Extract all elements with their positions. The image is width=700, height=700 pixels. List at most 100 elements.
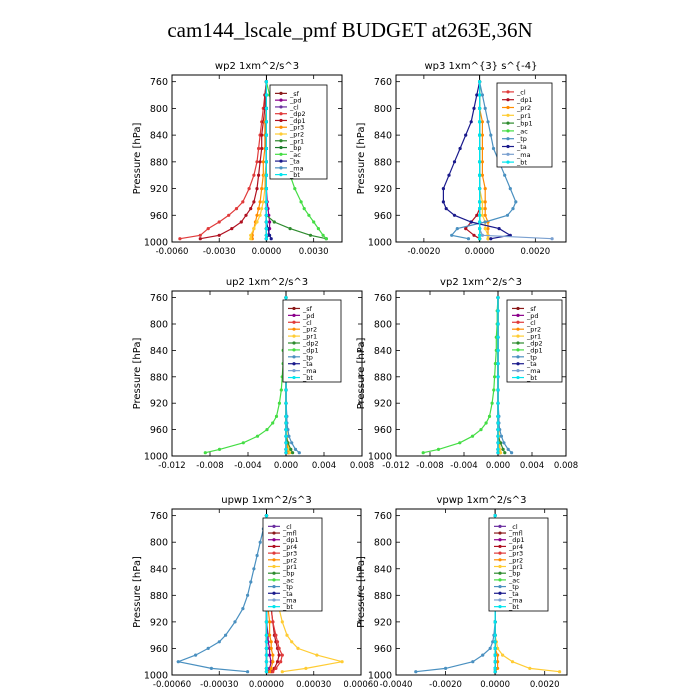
data-point [255, 434, 260, 438]
data-point [284, 447, 288, 451]
legend-label: _cl [508, 523, 518, 531]
data-point [489, 133, 493, 137]
data-point [244, 213, 248, 217]
y-tick-label: 880 [150, 591, 168, 602]
data-point [239, 220, 243, 224]
legend-marker [498, 544, 502, 549]
data-point [490, 401, 494, 405]
data-point [480, 93, 484, 97]
legend-marker [272, 551, 276, 555]
legend-marker [292, 327, 296, 331]
data-point [255, 220, 259, 224]
data-point [268, 233, 272, 237]
y-tick-label: 920 [374, 399, 392, 410]
data-point [206, 227, 210, 231]
legend-marker [292, 341, 296, 345]
y-tick-label: 760 [150, 511, 168, 522]
data-point [480, 146, 484, 151]
data-point [483, 187, 487, 191]
x-tick-label: -0.008 [416, 461, 443, 471]
data-point [444, 666, 448, 671]
y-tick-label: 880 [374, 372, 392, 383]
data-point [271, 421, 275, 425]
y-tick-label: 920 [374, 617, 392, 628]
series-line [442, 81, 512, 240]
legend-label: _bt [508, 603, 519, 611]
data-point [209, 666, 213, 671]
legend-label: _bt [302, 374, 313, 382]
data-point [284, 441, 288, 445]
data-point [496, 666, 500, 671]
data-point [491, 146, 496, 151]
legend-label: _dp1 [508, 536, 525, 544]
x-tick-label: -0.0060 [156, 247, 189, 257]
legend-marker [272, 605, 276, 609]
data-point [289, 447, 293, 451]
legend-label: _pr3 [282, 550, 297, 558]
series-bt [478, 80, 482, 241]
y-tick-label: 960 [374, 425, 392, 436]
data-point [486, 120, 490, 124]
data-point [478, 207, 482, 211]
data-point [176, 660, 180, 664]
legend-marker [272, 598, 276, 602]
data-point [478, 187, 482, 191]
legend-label: _cl [516, 88, 526, 96]
data-point [279, 388, 283, 392]
data-point [486, 237, 490, 241]
y-axis-label: Pressure [hPa] [356, 338, 367, 410]
legend-label: _dp1 [282, 536, 299, 544]
legend-marker [272, 564, 276, 569]
legend-marker [516, 334, 520, 338]
legend-marker [292, 313, 296, 317]
legend-label: _ma [289, 164, 304, 172]
legend-marker [498, 591, 502, 595]
legend-marker [292, 369, 296, 373]
data-point [268, 633, 272, 637]
legend-label: _ma [526, 367, 541, 375]
legend-label: _bp [508, 570, 521, 578]
series-dp1 [203, 296, 288, 455]
figure-title: cam144_lscale_pmf BUDGET at263E,36N [167, 18, 533, 42]
data-point [450, 233, 454, 237]
data-point [288, 227, 292, 231]
x-tick-label: -0.0030 [203, 247, 236, 257]
legend-marker [498, 584, 502, 589]
data-point [469, 120, 473, 124]
data-point [464, 133, 468, 137]
data-point [255, 213, 259, 217]
legend-marker [506, 113, 510, 117]
data-point [257, 173, 261, 177]
data-point [269, 640, 273, 644]
legend-label: _pr4 [282, 543, 297, 551]
data-point [198, 233, 202, 237]
data-point [258, 213, 262, 217]
data-point [506, 447, 510, 451]
x-tick-label: 0.0000 [465, 247, 495, 257]
legend-label: _tp [508, 583, 519, 591]
legend-label: _dp2 [526, 340, 543, 348]
data-point [249, 237, 253, 241]
data-point [264, 640, 269, 644]
data-point [475, 93, 479, 97]
data-point [480, 207, 484, 211]
data-point [436, 447, 441, 451]
data-point [455, 227, 459, 231]
data-point [265, 428, 269, 432]
data-point [264, 514, 269, 518]
y-tick-label: 760 [150, 77, 168, 88]
legend-marker [498, 531, 502, 535]
data-point [260, 133, 264, 137]
data-point [472, 106, 476, 110]
data-point [279, 660, 283, 664]
y-tick-label: 840 [150, 564, 168, 575]
data-point [550, 237, 554, 241]
panel-title: up2 1xm^2/s^3 [226, 277, 308, 288]
data-point [501, 447, 505, 451]
data-point [284, 388, 288, 392]
data-point [452, 213, 457, 217]
y-tick-label: 800 [150, 320, 168, 331]
data-point [203, 451, 207, 455]
data-point [247, 187, 251, 191]
y-tick-label: 960 [374, 644, 392, 655]
